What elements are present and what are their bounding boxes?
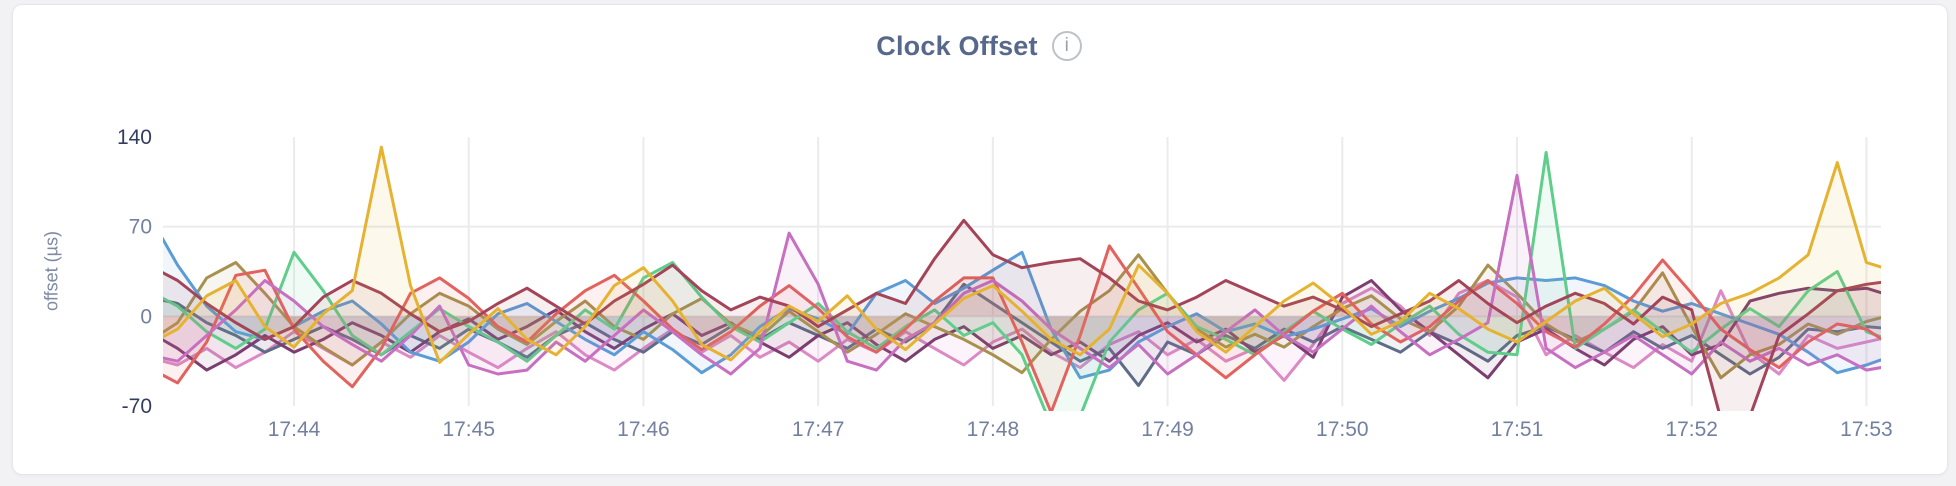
- x-tick-label: 17:44: [268, 418, 321, 441]
- x-tick-label: 17:48: [967, 418, 1020, 441]
- series-line-orchid[interactable]: [148, 173, 1895, 376]
- x-tick-label: 17:51: [1491, 418, 1544, 441]
- x-tick-label: 17:50: [1316, 418, 1369, 441]
- x-tick-label: 17:53: [1840, 418, 1893, 441]
- chart-title: Clock Offset: [876, 30, 1038, 61]
- series-line-maroon[interactable]: [148, 218, 1895, 418]
- series-line-red[interactable]: [148, 244, 1895, 413]
- series-area-maroon: [163, 220, 1881, 411]
- y-tick-label: 0: [140, 305, 152, 328]
- series-line-gold[interactable]: [148, 145, 1895, 364]
- series-area-orchid: [163, 175, 1881, 374]
- x-tick-label: 17:52: [1665, 418, 1718, 441]
- y-axis-title: offset (µs): [41, 230, 62, 312]
- chart-header: Clock Offset i: [12, 26, 1946, 66]
- x-tick-label: 17:46: [617, 418, 670, 441]
- x-tick-label: 17:47: [792, 418, 845, 441]
- info-icon[interactable]: i: [1051, 31, 1082, 61]
- y-tick-label: -70: [122, 395, 152, 418]
- series-area-gold: [163, 147, 1881, 363]
- x-axis-ticks: 17:44 17:45 17:46 17:47 17:48 17:49 17:50 17:51…: [268, 418, 1893, 441]
- y-tick-label: 70: [129, 216, 152, 239]
- x-tick-label: 17:45: [442, 418, 495, 441]
- x-tick-label: 17:49: [1141, 418, 1194, 441]
- series-area-green: [163, 152, 1881, 411]
- y-tick-label: 140: [117, 126, 152, 149]
- series-plot-area[interactable]: [148, 145, 1895, 425]
- y-axis-ticks: 140 70 0 -70: [117, 126, 152, 418]
- series-area-purple: [163, 280, 1881, 378]
